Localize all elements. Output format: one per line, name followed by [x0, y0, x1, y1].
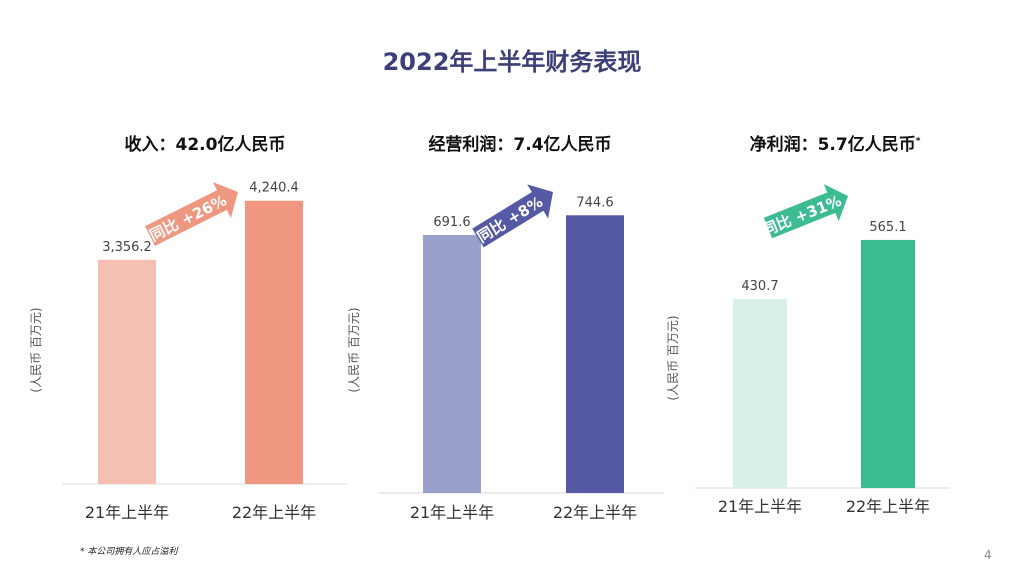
category-label: 21年上半年: [410, 503, 494, 522]
page-number: 4: [984, 548, 992, 562]
bar-value-label: 4,240.4: [249, 181, 299, 196]
category-label: 22年上半年: [232, 503, 316, 522]
chart-title-text: 经营利润：7.4亿人民币: [428, 135, 612, 155]
chart-title-revenue: 收入：42.0亿人民币: [55, 130, 355, 155]
bar-2022h1: [861, 239, 915, 488]
footnote: * 本公司拥有人应占溢利: [80, 547, 178, 557]
bar-2021h1: [98, 259, 156, 484]
chart-title-note: *: [915, 136, 921, 147]
bar-value-label: 744.6: [576, 195, 613, 210]
bar-2021h1: [733, 298, 787, 488]
category-label: 21年上半年: [718, 497, 802, 516]
y-axis-label: (人民币 百万元): [29, 307, 43, 392]
y-axis-label: (人民币 百万元): [666, 315, 680, 400]
chart-title-text: 收入：42.0亿人民币: [124, 135, 286, 155]
bar-2022h1: [566, 215, 624, 493]
bar-value-label: 430.7: [741, 279, 778, 294]
y-axis-label: (人民币 百万元): [347, 307, 361, 392]
bar-value-label: 565.1: [869, 220, 906, 235]
category-label: 22年上半年: [553, 503, 637, 522]
arrow-shape: [763, 184, 848, 239]
bar-2022h1: [245, 200, 303, 485]
chart-title-text: 净利润：5.7亿人民币: [749, 135, 916, 155]
page-title: 2022年上半年财务表现: [382, 48, 642, 76]
chart-title-operating-profit: 经营利润：7.4亿人民币: [370, 130, 670, 155]
bar-2021h1: [423, 235, 481, 493]
category-label: 21年上半年: [85, 503, 169, 522]
category-label: 22年上半年: [846, 497, 930, 516]
growth-arrow: 同比 +31%: [760, 184, 848, 239]
chart-title-net-profit: 净利润：5.7亿人民币*: [685, 130, 985, 155]
bar-value-label: 3,356.2: [102, 240, 152, 255]
bar-value-label: 691.6: [433, 215, 470, 230]
arrow-shape: [472, 184, 554, 248]
arrow-shape: [145, 182, 239, 246]
